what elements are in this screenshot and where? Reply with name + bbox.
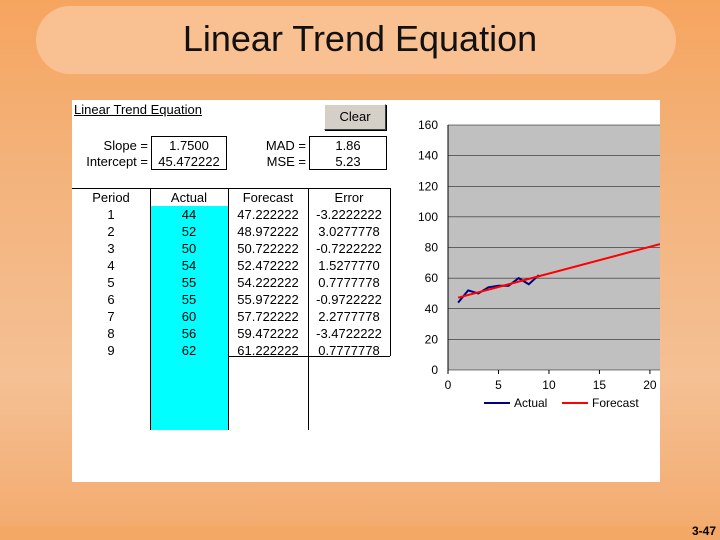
legend-label: Forecast [592,396,639,410]
slope-value: 1.7500 [169,138,209,153]
y-tick-label: 80 [425,241,439,255]
table-cell[interactable]: 8 [107,326,115,341]
y-tick-label: 120 [418,179,438,193]
title-background [36,6,676,74]
trend-table: Linear Trend Equation Clear Slope = Inte… [72,100,392,430]
column-header-actual: Actual [170,190,208,205]
bottom-bar [0,526,720,540]
column-divider [390,188,391,356]
slide-number: 3-47 [691,524,716,538]
y-tick-label: 20 [425,332,439,346]
table-cell[interactable]: 55.972222 [237,292,299,307]
table-cell[interactable]: 1 [107,207,115,222]
table-cell[interactable]: 56 [181,326,197,341]
table-cell[interactable]: 59.472222 [237,326,299,341]
series-line-actual [457,274,540,304]
x-tick-label: 0 [445,378,452,392]
table-cell[interactable]: 7 [107,309,115,324]
x-tick-label: 10 [542,378,556,392]
clear-button[interactable]: Clear [324,104,386,130]
column-header-forecast: Forecast [242,190,294,205]
table-cell[interactable]: 0.7777778 [318,343,380,358]
mad-mse-box [309,136,387,170]
table-cell[interactable]: -0.9722222 [316,292,382,307]
slope-label: Slope = [103,138,148,153]
slide-title: Linear Trend Equation [182,18,538,59]
actual-column-fill [150,206,228,430]
table-cell[interactable]: -3.4722222 [316,326,382,341]
column-divider [150,188,151,430]
table-cell[interactable]: -3.2222222 [316,207,382,222]
table-cell[interactable]: 2.2777778 [318,309,380,324]
table-cell[interactable]: 48.972222 [237,224,299,239]
table-cell[interactable]: 50.722222 [237,241,299,256]
table-cell[interactable]: 52.472222 [237,258,299,273]
y-tick-label: 140 [418,149,438,163]
table-cell[interactable]: 4 [107,258,115,273]
table-cell[interactable]: 5 [107,275,115,290]
table-cell[interactable]: 50 [181,241,197,256]
table-cell[interactable]: 57.722222 [237,309,299,324]
table-cell[interactable]: 3.0277778 [318,224,380,239]
table-cell[interactable]: 3 [107,241,115,256]
series-line-forecast [457,243,661,299]
x-tick-label: 15 [593,378,607,392]
table-cell[interactable]: 54.222222 [237,275,299,290]
table-cell[interactable]: 61.222222 [237,343,299,358]
column-divider [308,188,309,430]
trend-chart: 0 20 40 60 80 100 120 140 160 0 5 10 15 20 Actual Forec… [396,100,661,430]
table-cell[interactable]: 55 [181,275,197,290]
y-tick-label: 100 [418,210,438,224]
table-cell[interactable]: 60 [181,309,197,324]
column-header-error: Error [334,190,364,205]
table-cell[interactable]: 1.5277770 [318,258,380,273]
table-cell[interactable]: 62 [181,343,197,358]
mse-label: MSE = [266,154,306,169]
table-bottom-border [228,356,390,357]
table-cell[interactable]: 44 [181,207,197,222]
table-top-border [72,188,390,189]
column-header-period: Period [92,190,130,205]
table-cell[interactable]: 2 [107,224,115,239]
mad-label: MAD = [265,138,306,153]
spreadsheet: Linear Trend Equation Clear Slope = Inte… [72,100,661,482]
mse-value: 5.23 [335,154,361,169]
y-tick-label: 160 [418,118,438,132]
x-tick-label: 20 [643,378,657,392]
mad-value: 1.86 [335,138,361,153]
table-cell[interactable]: -0.7222222 [316,241,382,256]
y-tick-label: 0 [431,363,438,377]
table-cell[interactable]: 9 [107,343,115,358]
intercept-label: Intercept = [86,154,148,169]
table-cell[interactable]: 47.222222 [237,207,299,222]
y-tick-label: 60 [425,271,439,285]
column-divider [228,188,229,430]
slope-intercept-box [151,136,227,170]
table-cell[interactable]: 54 [181,258,197,273]
intercept-value: 45.472222 [158,154,220,169]
table-cell[interactable]: 6 [107,292,115,307]
y-tick-label: 40 [425,302,439,316]
sheet-heading: Linear Trend Equation [74,102,202,117]
table-cell[interactable]: 55 [181,292,197,307]
table-cell[interactable]: 52 [181,224,197,239]
x-tick-label: 5 [495,378,502,392]
legend-label: Actual [514,396,547,410]
table-cell[interactable]: 0.7777778 [318,275,380,290]
chart-svg: 0 20 40 60 80 100 120 140 160 0 5 10 15 20 Actual Forec… [418,118,661,413]
